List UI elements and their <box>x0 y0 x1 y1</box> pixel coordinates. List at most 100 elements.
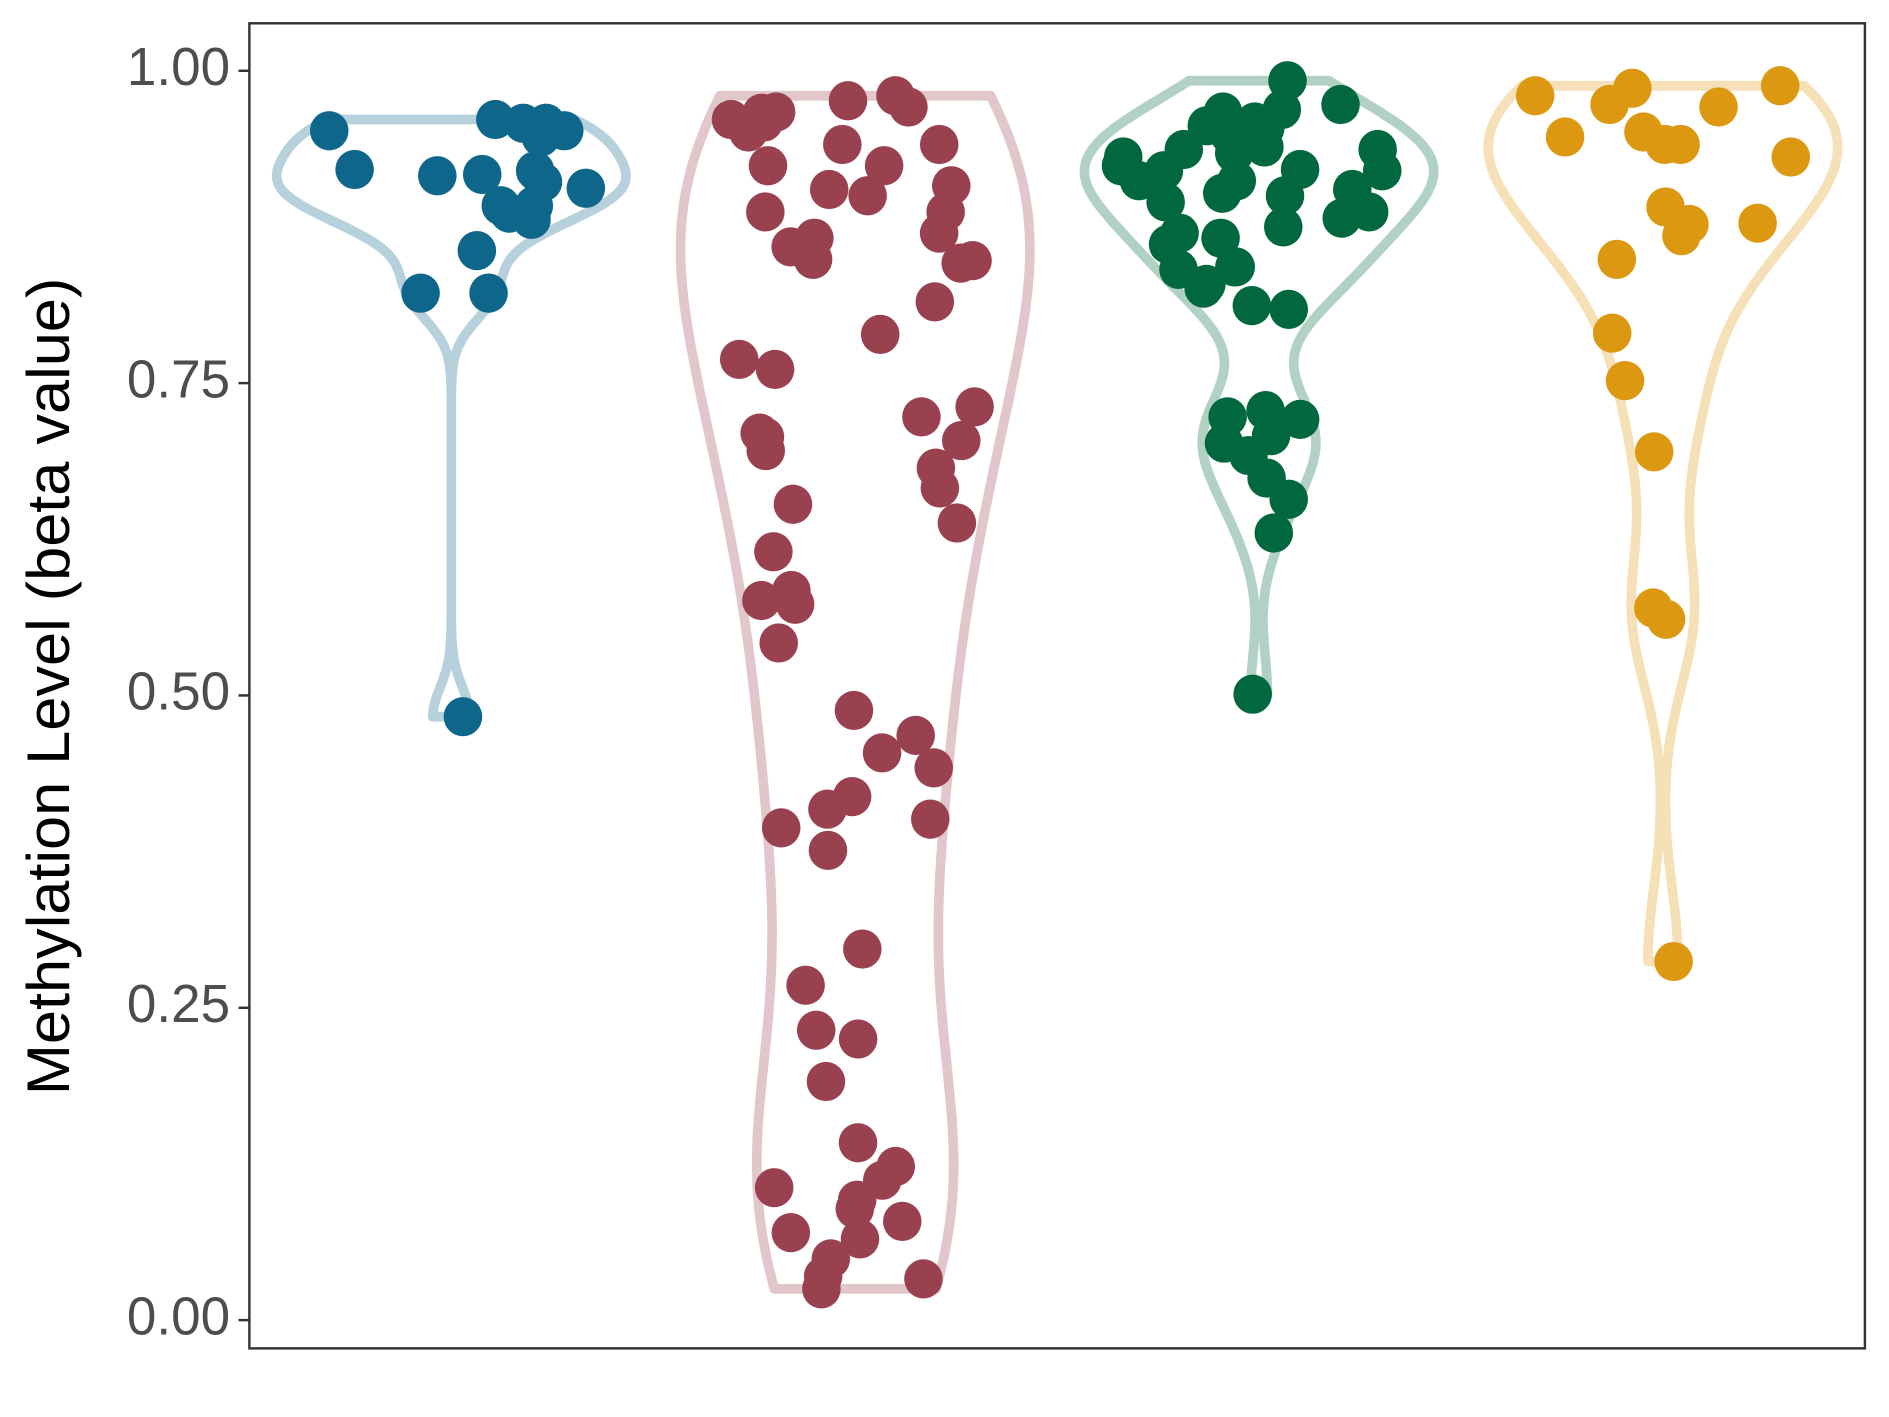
data-point <box>761 808 801 848</box>
data-point <box>515 151 555 191</box>
data-point <box>1187 264 1226 305</box>
data-point <box>1209 114 1249 155</box>
data-point <box>744 102 784 142</box>
data-point <box>1269 289 1309 330</box>
data-point <box>882 1201 922 1242</box>
data-point <box>848 176 887 216</box>
data-point <box>860 314 900 354</box>
data-point <box>1321 84 1360 125</box>
data-point <box>1592 313 1632 353</box>
data-point <box>802 1269 841 1309</box>
data-point <box>1760 66 1800 106</box>
data-point <box>932 166 971 206</box>
y-axis-label: Methylation Level (beta value) <box>14 278 81 1095</box>
data-point <box>521 117 561 157</box>
data-point <box>401 273 440 313</box>
y-tick-label: 0.25 <box>127 975 230 1035</box>
data-point <box>1280 399 1320 439</box>
data-point <box>838 1123 878 1163</box>
y-tick-label: 0.75 <box>127 350 230 410</box>
data-point <box>773 484 813 524</box>
data-point <box>1545 117 1585 157</box>
data-point <box>335 149 374 190</box>
data-point <box>919 124 959 165</box>
y-tick-label: 1.00 <box>127 38 230 98</box>
data-point <box>902 397 941 437</box>
data-point <box>481 186 521 226</box>
data-point <box>772 570 811 611</box>
data-point <box>742 580 781 621</box>
data-point <box>809 169 849 210</box>
data-point <box>748 146 788 186</box>
data-point <box>1245 127 1284 167</box>
data-point <box>771 1213 811 1253</box>
data-point <box>755 349 795 389</box>
data-point <box>937 503 977 543</box>
data-point <box>1232 286 1272 326</box>
data-point <box>566 168 606 208</box>
data-point <box>746 192 785 232</box>
violin-outline <box>271 114 631 722</box>
data-point <box>796 1010 836 1050</box>
data-point <box>1362 151 1402 191</box>
data-point <box>759 623 798 663</box>
data-point <box>1597 239 1637 280</box>
data-point <box>920 468 960 508</box>
data-point <box>745 417 785 457</box>
data-point <box>1269 479 1308 519</box>
data-point <box>941 420 981 461</box>
data-point <box>911 799 950 839</box>
data-point <box>1146 182 1185 222</box>
data-point <box>834 690 874 731</box>
data-point <box>889 87 928 127</box>
data-point <box>719 339 759 379</box>
data-point <box>1699 87 1738 127</box>
data-point <box>835 1189 875 1229</box>
data-point <box>1233 674 1272 714</box>
data-point <box>896 715 935 756</box>
data-point <box>808 830 848 870</box>
data-point <box>1201 218 1240 258</box>
data-point <box>806 1061 846 1102</box>
data-point <box>1515 76 1555 116</box>
data-point <box>1634 432 1674 472</box>
data-point <box>1119 161 1159 201</box>
plot-frame <box>248 22 1867 1350</box>
violin-outline <box>675 90 1035 1294</box>
data-point <box>904 1259 943 1299</box>
data-point <box>1254 513 1294 553</box>
data-point <box>443 697 483 737</box>
data-point <box>840 1219 880 1259</box>
data-point <box>1613 68 1652 108</box>
data-point <box>1265 176 1305 216</box>
data-point <box>1646 187 1685 227</box>
y-tick-label: 0.00 <box>127 1287 230 1347</box>
data-point <box>1605 360 1645 401</box>
data-point <box>1264 207 1303 247</box>
data-point <box>808 789 847 829</box>
data-point <box>1633 588 1673 628</box>
data-point <box>418 156 457 196</box>
data-point <box>915 282 955 322</box>
data-point <box>793 239 833 280</box>
data-point <box>1645 124 1684 165</box>
data-point <box>1217 161 1257 201</box>
data-point <box>1322 198 1362 238</box>
data-point <box>843 929 882 969</box>
data-point <box>864 146 904 186</box>
data-point <box>786 965 825 1005</box>
data-point <box>914 748 953 788</box>
data-point <box>469 273 508 313</box>
data-point <box>1216 247 1256 287</box>
data-point <box>457 231 497 271</box>
y-tick-label: 0.50 <box>127 662 230 722</box>
data-point <box>462 154 502 195</box>
data-point <box>862 733 902 773</box>
data-point <box>754 532 793 572</box>
data-point <box>953 241 992 281</box>
data-point <box>512 199 551 240</box>
data-point <box>823 124 862 165</box>
data-point <box>1738 203 1777 243</box>
